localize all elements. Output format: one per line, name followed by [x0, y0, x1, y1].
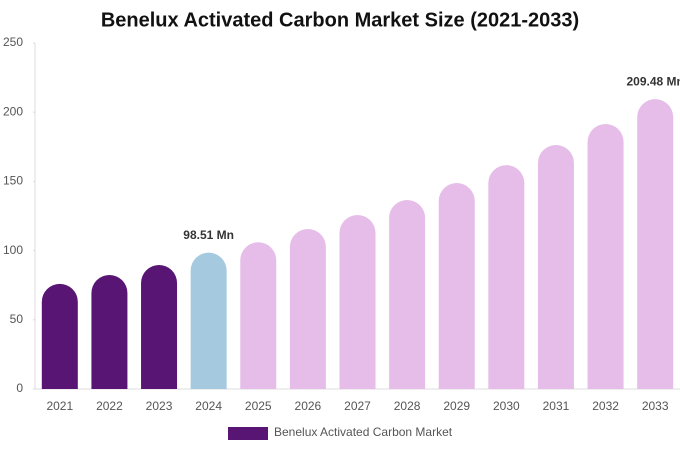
bar [438, 183, 475, 389]
bar [41, 283, 78, 389]
bar [339, 215, 376, 389]
x-tick-label: 2028 [394, 399, 421, 413]
bar [488, 165, 525, 389]
x-tick-label: 2023 [146, 399, 173, 413]
bar [91, 274, 128, 389]
bar [637, 99, 674, 389]
chart-title: Benelux Activated Carbon Market Size (20… [101, 9, 579, 31]
x-tick-label: 2026 [295, 399, 322, 413]
x-tick-label: 2022 [96, 399, 123, 413]
y-tick-label: 150 [3, 174, 23, 188]
x-tick-label: 2029 [443, 399, 470, 413]
bar [587, 123, 624, 390]
x-tick-label: 2033 [642, 399, 669, 413]
y-tick-label: 50 [10, 312, 24, 326]
bar [141, 265, 178, 389]
bar [289, 229, 326, 389]
value-label: 209.48 Mn [627, 74, 680, 88]
bar [537, 145, 574, 389]
y-tick-label: 250 [3, 35, 23, 49]
bar [389, 199, 426, 389]
x-tick-label: 2031 [543, 399, 570, 413]
value-label: 98.51 Mn [183, 228, 234, 242]
x-tick-label: 2024 [195, 399, 222, 413]
y-tick-label: 200 [3, 104, 23, 118]
y-tick-label: 100 [3, 243, 23, 257]
x-tick-label: 2032 [592, 399, 619, 413]
x-tick-label: 2021 [46, 399, 73, 413]
legend-label: Benelux Activated Carbon Market [274, 425, 453, 439]
bar [190, 252, 227, 389]
legend-swatch [228, 427, 268, 440]
x-tick-label: 2027 [344, 399, 371, 413]
bar [240, 242, 277, 389]
x-tick-label: 2030 [493, 399, 520, 413]
x-tick-label: 2025 [245, 399, 272, 413]
y-tick-label: 0 [16, 381, 23, 395]
